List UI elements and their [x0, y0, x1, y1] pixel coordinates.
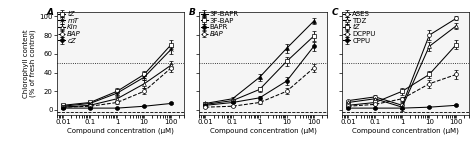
Text: B: B: [189, 8, 196, 17]
Y-axis label: Chlorophyll content
(% of fresh control): Chlorophyll content (% of fresh control): [23, 29, 36, 97]
Legend: 3F-BAPR, 3F-BAP, BAPR, BAP: 3F-BAPR, 3F-BAP, BAPR, BAP: [201, 11, 239, 37]
Text: A: A: [47, 8, 54, 17]
X-axis label: Compound concentration (μM): Compound concentration (μM): [67, 128, 174, 134]
X-axis label: Compound concentration (μM): Compound concentration (μM): [352, 128, 459, 134]
Legend: tZ, mT, Kin, BAP, cZ: tZ, mT, Kin, BAP, cZ: [58, 11, 81, 44]
Text: C: C: [332, 8, 338, 17]
Legend: ASES, TDZ, tZ, DCPPU, CPPU: ASES, TDZ, tZ, DCPPU, CPPU: [343, 11, 376, 44]
X-axis label: Compound concentration (μM): Compound concentration (μM): [210, 128, 317, 134]
